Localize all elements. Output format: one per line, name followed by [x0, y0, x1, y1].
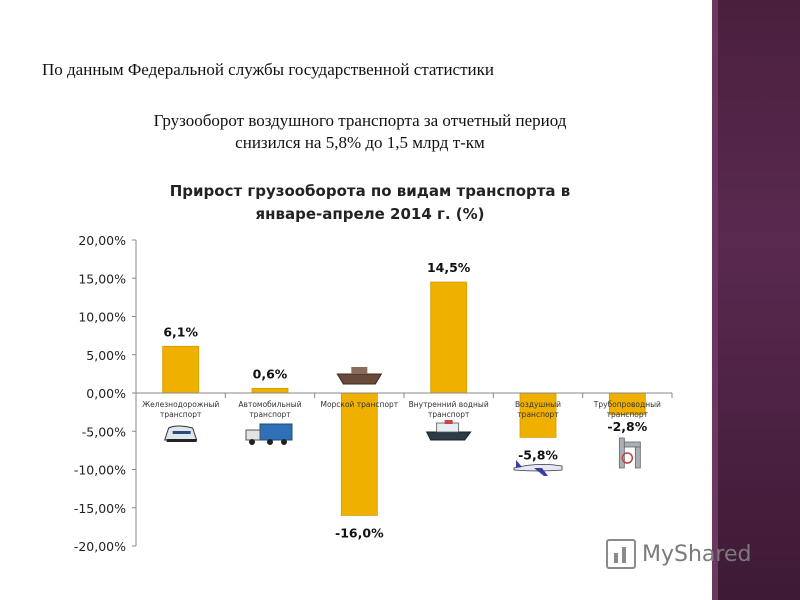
category-label: транспорт: [249, 410, 291, 419]
chart-title-line-1: Прирост грузооборота по видам транспорта…: [169, 182, 571, 200]
y-tick-label: 20,00%: [78, 233, 126, 248]
category-label: Воздушный: [515, 400, 561, 409]
pipeline-icon: [618, 437, 641, 469]
y-tick-label: 15,00%: [78, 271, 126, 286]
summary-line-1: Грузооборот воздушного транспорта за отч…: [153, 111, 567, 130]
y-tick-label: -5,00%: [82, 424, 126, 439]
data-label: -2,8%: [607, 419, 647, 434]
bar: [251, 388, 289, 394]
chart-title: Прирост грузооборота по видам транспорта…: [120, 180, 620, 226]
river-ship-icon: [425, 420, 472, 441]
data-label: -5,8%: [518, 447, 558, 462]
bar: [430, 281, 468, 394]
bar: [162, 345, 200, 394]
airplane-icon: [513, 460, 563, 476]
category-label: Внутренний водный: [409, 400, 489, 409]
truck-icon: [245, 423, 293, 445]
train-icon: [163, 425, 198, 442]
category-label: транспорт: [517, 410, 559, 419]
bar: [519, 392, 557, 438]
myshared-logo-icon: [606, 539, 636, 569]
y-tick-label: 5,00%: [86, 348, 126, 363]
data-label: -16,0%: [335, 525, 384, 540]
y-tick-label: -15,00%: [74, 501, 126, 516]
ship-icon: [336, 367, 383, 385]
category-label: Морской транспорт: [320, 400, 398, 409]
category-label: Трубопроводный: [593, 400, 661, 409]
summary-line-2: снизился на 5,8% до 1,5 млрд т-км: [235, 133, 485, 152]
watermark: MyShared: [606, 536, 751, 572]
category-label: Железнодорожный: [142, 400, 219, 409]
y-tick-label: 0,00%: [86, 386, 126, 401]
watermark-text: MyShared: [642, 541, 752, 567]
bar: [340, 392, 378, 516]
summary-note: Грузооборот воздушного транспорта за отч…: [60, 110, 660, 154]
data-label: 6,1%: [163, 324, 198, 339]
category-label: Автомобильный: [238, 400, 301, 409]
category-label: транспорт: [428, 410, 470, 419]
category-label: транспорт: [160, 410, 202, 419]
data-label: 0,6%: [253, 366, 288, 381]
chart-title-line-2: январе-апреле 2014 г. (%): [255, 205, 485, 223]
data-label: 14,5%: [427, 260, 471, 275]
y-tick-label: 10,00%: [78, 310, 126, 325]
source-text: По данным Федеральной службы государстве…: [42, 60, 494, 79]
category-label: транспорт: [607, 410, 649, 419]
y-tick-label: -10,00%: [74, 463, 126, 478]
side-panel: [712, 0, 800, 600]
y-tick-label: -20,00%: [74, 539, 126, 554]
